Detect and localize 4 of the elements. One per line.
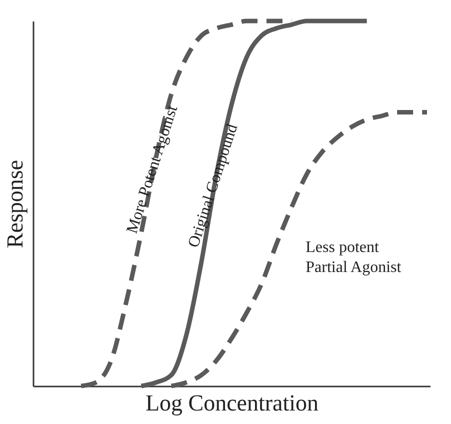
series-label: Less potent Partial Agonist bbox=[306, 239, 402, 276]
x-axis-title: Log Concentration bbox=[145, 390, 320, 416]
y-axis-title: Response bbox=[2, 160, 28, 248]
text: More Potent Agonist bbox=[124, 102, 182, 236]
